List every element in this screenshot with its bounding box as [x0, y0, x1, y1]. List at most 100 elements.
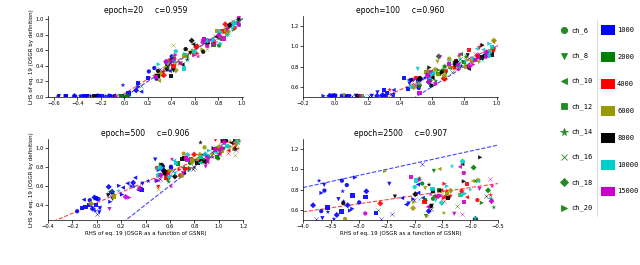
- Point: [234, 141, 244, 145]
- Point: [155, 67, 165, 71]
- Title: epoch=20     c=0.959: epoch=20 c=0.959: [104, 6, 188, 15]
- Point: [220, 22, 230, 26]
- Point: [214, 34, 225, 38]
- Point: [234, 23, 244, 27]
- Point: [153, 185, 163, 189]
- Point: [445, 66, 455, 70]
- Point: [340, 217, 350, 221]
- Point: [384, 182, 394, 186]
- Point: [193, 161, 203, 165]
- Point: [202, 157, 212, 161]
- Point: [433, 54, 444, 59]
- Point: [144, 69, 154, 74]
- Point: [227, 27, 237, 32]
- Point: [404, 78, 414, 82]
- Point: [417, 162, 427, 166]
- Point: [336, 209, 346, 214]
- Point: [463, 53, 473, 57]
- Point: [161, 60, 172, 64]
- Point: [429, 169, 439, 173]
- Point: [445, 189, 456, 193]
- Point: [133, 85, 143, 89]
- Point: [452, 64, 462, 68]
- Point: [486, 199, 497, 203]
- Point: [153, 69, 163, 73]
- Point: [190, 45, 200, 50]
- Point: [171, 68, 181, 72]
- Point: [152, 166, 162, 170]
- Point: [223, 26, 234, 30]
- Point: [108, 197, 118, 201]
- Point: [189, 52, 199, 56]
- Point: [198, 40, 208, 45]
- Text: ch_18: ch_18: [571, 179, 593, 186]
- Point: [164, 63, 174, 67]
- Point: [217, 139, 227, 143]
- Point: [435, 55, 445, 59]
- Point: [151, 77, 161, 81]
- Point: [423, 72, 433, 76]
- Point: [433, 68, 444, 72]
- Point: [449, 212, 460, 216]
- Point: [447, 164, 457, 168]
- Point: [81, 205, 91, 209]
- Point: [436, 193, 446, 198]
- Point: [130, 175, 140, 180]
- Text: 2000: 2000: [617, 54, 634, 60]
- Point: [164, 69, 175, 73]
- Point: [138, 182, 148, 186]
- Point: [212, 29, 222, 33]
- Point: [408, 82, 419, 86]
- Point: [413, 182, 423, 187]
- Point: [453, 63, 463, 67]
- Point: [108, 193, 118, 197]
- Point: [319, 94, 329, 98]
- Point: [97, 94, 108, 98]
- Point: [177, 157, 188, 161]
- Point: [337, 179, 347, 183]
- Point: [209, 146, 219, 151]
- Point: [427, 71, 437, 75]
- Point: [162, 65, 172, 69]
- Point: [489, 38, 499, 43]
- Point: [461, 56, 472, 60]
- Point: [168, 64, 179, 69]
- Point: [424, 80, 434, 84]
- Point: [399, 76, 410, 80]
- Point: [413, 78, 423, 82]
- Point: [338, 94, 348, 98]
- Point: [189, 53, 200, 58]
- Point: [231, 142, 241, 146]
- Text: 1000: 1000: [617, 27, 634, 33]
- Point: [93, 205, 104, 210]
- Point: [390, 195, 400, 199]
- Point: [152, 74, 163, 78]
- Point: [168, 57, 179, 61]
- Point: [424, 183, 434, 187]
- Point: [430, 67, 440, 72]
- Point: [414, 77, 424, 81]
- Point: [372, 94, 382, 98]
- Point: [163, 62, 173, 66]
- Point: [455, 165, 465, 169]
- Point: [355, 94, 365, 98]
- Point: [442, 189, 452, 193]
- Point: [79, 94, 89, 98]
- Point: [481, 54, 492, 59]
- Point: [166, 170, 176, 174]
- Point: [166, 165, 176, 169]
- Point: [397, 196, 407, 200]
- Point: [433, 72, 444, 76]
- Point: [163, 172, 173, 176]
- Point: [311, 217, 321, 221]
- Point: [195, 153, 205, 157]
- Point: [228, 24, 238, 28]
- Point: [352, 94, 362, 98]
- Point: [198, 38, 209, 42]
- Point: [230, 147, 241, 151]
- Point: [168, 43, 179, 48]
- Point: [422, 73, 433, 78]
- Point: [171, 161, 181, 165]
- Point: [421, 70, 431, 74]
- Point: [214, 30, 225, 34]
